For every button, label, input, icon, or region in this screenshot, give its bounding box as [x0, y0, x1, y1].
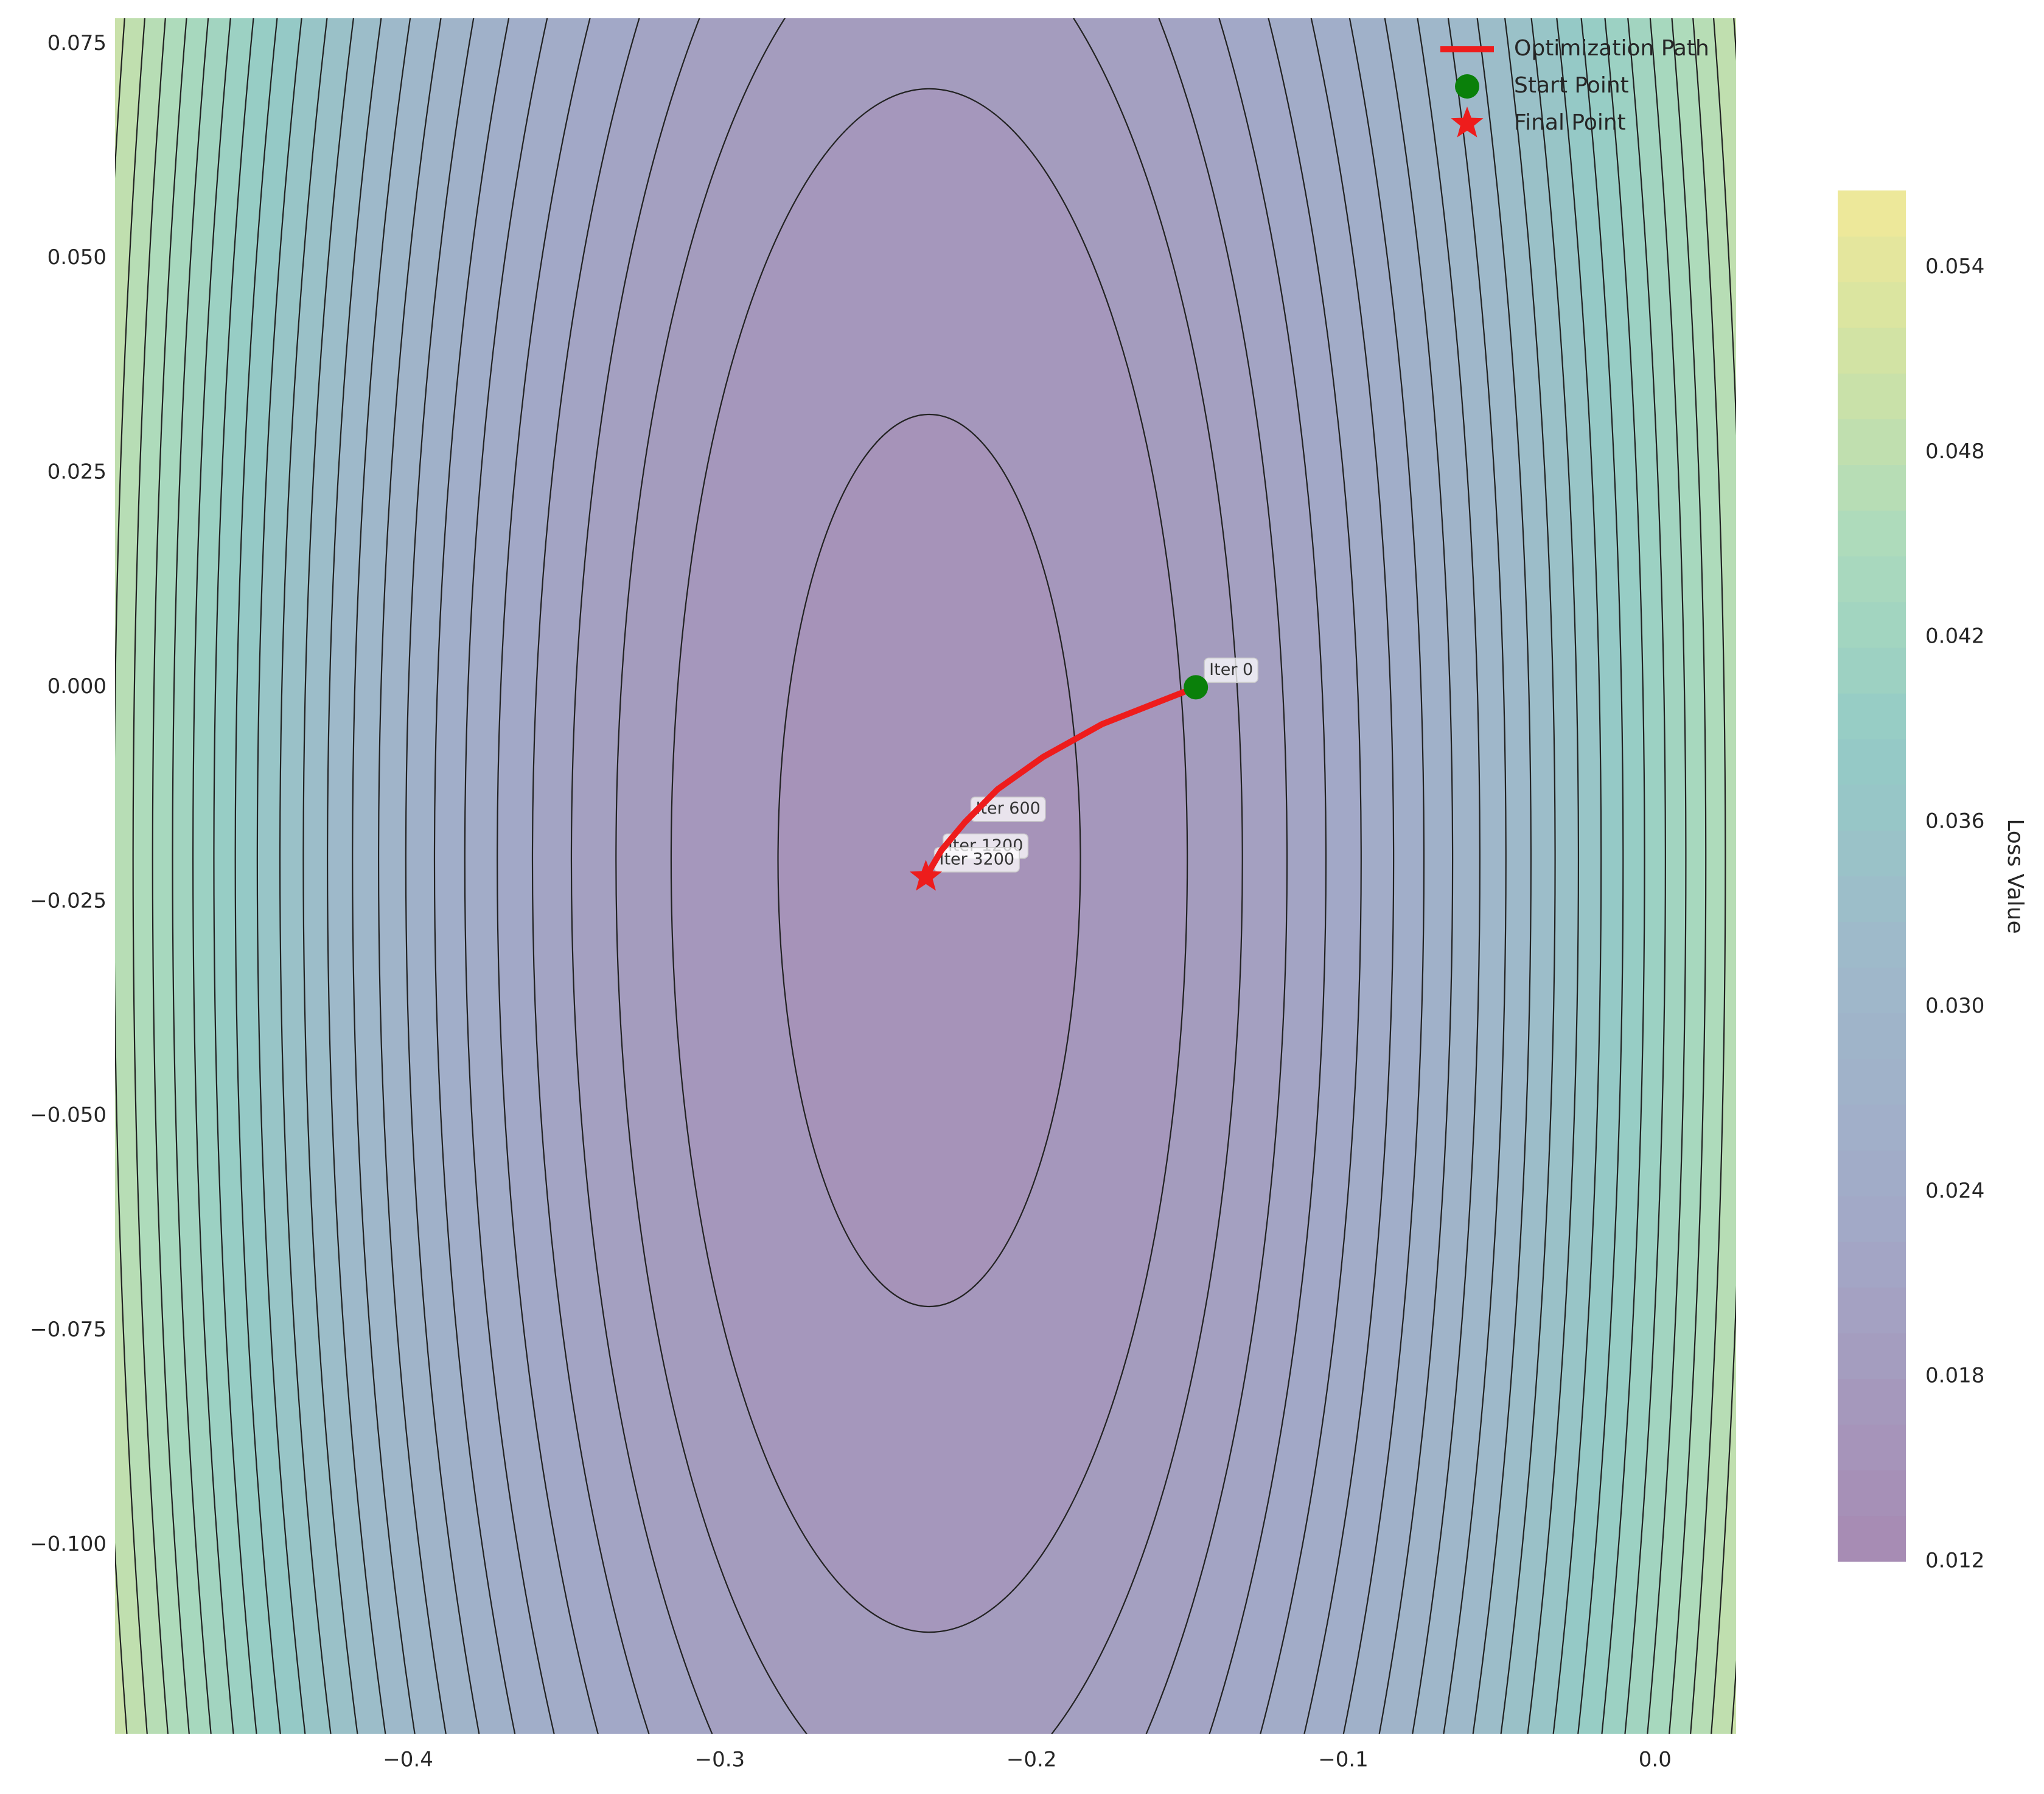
- colorbar-band: [1838, 373, 1906, 419]
- legend: Optimization Path Start Point Final Point: [1440, 36, 1709, 138]
- x-tick-label: −0.1: [1318, 1748, 1369, 1772]
- annotation-label: Iter 3200: [940, 850, 1015, 868]
- colorbar-band: [1838, 419, 1906, 466]
- colorbar-tick-label: 0.030: [1925, 994, 1984, 1018]
- colorbar-band: [1838, 739, 1906, 785]
- colorbar-band: [1838, 601, 1906, 648]
- y-tick-label: 0.075: [47, 31, 106, 55]
- colorbar-tick-label: 0.024: [1925, 1179, 1984, 1203]
- x-tick-label: −0.2: [1006, 1748, 1057, 1772]
- colorbar-tick-label: 0.018: [1925, 1364, 1984, 1388]
- colorbar-band: [1838, 1058, 1906, 1105]
- y-tick-label: 0.050: [47, 245, 106, 270]
- annotation-label: Iter 0: [1209, 660, 1253, 679]
- colorbar-band: [1838, 556, 1906, 602]
- y-tick-label: −0.025: [30, 888, 106, 913]
- colorbar-band: [1838, 510, 1906, 557]
- legend-marker: [1451, 106, 1484, 138]
- x-tick-label: −0.4: [383, 1748, 433, 1772]
- colorbar-tick-label: 0.012: [1925, 1549, 1984, 1573]
- colorbar-band: [1838, 1515, 1906, 1562]
- colorbar-tick-label: 0.042: [1925, 624, 1984, 649]
- colorbar-band: [1838, 464, 1906, 511]
- legend-label: Start Point: [1514, 73, 1629, 98]
- final-point: [909, 859, 943, 891]
- start-point: [1184, 675, 1209, 700]
- colorbar-band: [1838, 830, 1906, 876]
- colorbar-band: [1838, 647, 1906, 694]
- y-tick-label: 0.025: [47, 460, 106, 484]
- colorbar-band: [1838, 236, 1906, 282]
- y-tick-label: 0.000: [47, 674, 106, 699]
- colorbar-band: [1838, 693, 1906, 739]
- colorbar-band: [1838, 1378, 1906, 1425]
- colorbar-label: Loss Value: [2003, 818, 2028, 934]
- colorbar-band: [1838, 1470, 1906, 1517]
- colorbar-band: [1838, 921, 1906, 968]
- colorbar-band: [1838, 190, 1906, 237]
- colorbar-band: [1838, 1013, 1906, 1059]
- colorbar-band: [1838, 1287, 1906, 1333]
- x-tick-label: 0.0: [1639, 1748, 1672, 1772]
- colorbar-band: [1838, 1105, 1906, 1151]
- optimization-path: [923, 684, 1199, 880]
- colorbar: 0.012 0.018 0.024 0.030 0.036 0.042 0.048 0.054: [1838, 190, 1984, 1573]
- colorbar-band: [1838, 282, 1906, 328]
- colorbar-band: [1838, 1196, 1906, 1242]
- legend-label: Optimization Path: [1514, 36, 1709, 61]
- contour-field: [115, 18, 1736, 1734]
- contour-band: [777, 413, 1081, 1308]
- colorbar-tick-label: 0.048: [1925, 439, 1984, 464]
- x-tick-label: −0.3: [695, 1748, 745, 1772]
- colorbar-band: [1838, 327, 1906, 374]
- annotation-box: [1204, 657, 1258, 683]
- colorbar-band: [1838, 1424, 1906, 1471]
- colorbar-band: [1838, 967, 1906, 1014]
- colorbar-band: [1838, 1333, 1906, 1380]
- y-tick-label: −0.100: [30, 1532, 106, 1556]
- annotation-box: [970, 796, 1046, 822]
- legend-label: Final Point: [1514, 110, 1626, 135]
- y-tick-label: −0.075: [30, 1318, 106, 1342]
- y-tick-label: −0.050: [30, 1103, 106, 1128]
- legend-marker: [1455, 74, 1479, 99]
- colorbar-band: [1838, 1150, 1906, 1196]
- colorbar-tick-label: 0.036: [1925, 809, 1984, 833]
- colorbar-band: [1838, 876, 1906, 923]
- colorbar-band: [1838, 1241, 1906, 1288]
- colorbar-tick-label: 0.054: [1925, 254, 1984, 279]
- plot-marks: −0.4 −0.3 −0.2 −0.1 0.0 0.075 0.050 0.025 0.000 −…: [30, 31, 1709, 1772]
- colorbar-band: [1838, 784, 1906, 831]
